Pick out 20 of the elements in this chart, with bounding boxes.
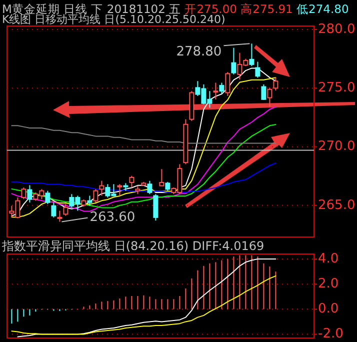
line-series [11, 125, 276, 144]
y-tick-label: 270.0 [318, 139, 356, 154]
y-tick-label: 2.0 [318, 276, 339, 292]
annotation: 278.80 [176, 44, 222, 60]
text: 低274.80 [292, 2, 349, 16]
line-series [11, 275, 276, 335]
y-tick-label: 280.0 [318, 22, 356, 38]
candlestick [213, 82, 218, 100]
candlestick [27, 184, 32, 203]
y-tick-label: 0.0 [318, 302, 339, 317]
y-tick-label: 275.0 [318, 80, 356, 96]
y-tick-label: -2.0 [318, 326, 344, 342]
candlestick [99, 180, 104, 196]
y-tick-label: 265.0 [318, 198, 356, 213]
text: 高275.91 [236, 2, 293, 16]
text: 开275.00 [181, 2, 237, 16]
y-tick-label: 4.0 [318, 252, 339, 267]
chart-title: 指数平滑异同平均线 日(84.20.16) DIFF:4.0169 [1, 239, 264, 253]
annotation: 263.60 [90, 210, 136, 225]
chart-subtitle: K线图 日移动平均线 日(5.10.20.25.50.240) [2, 13, 226, 26]
